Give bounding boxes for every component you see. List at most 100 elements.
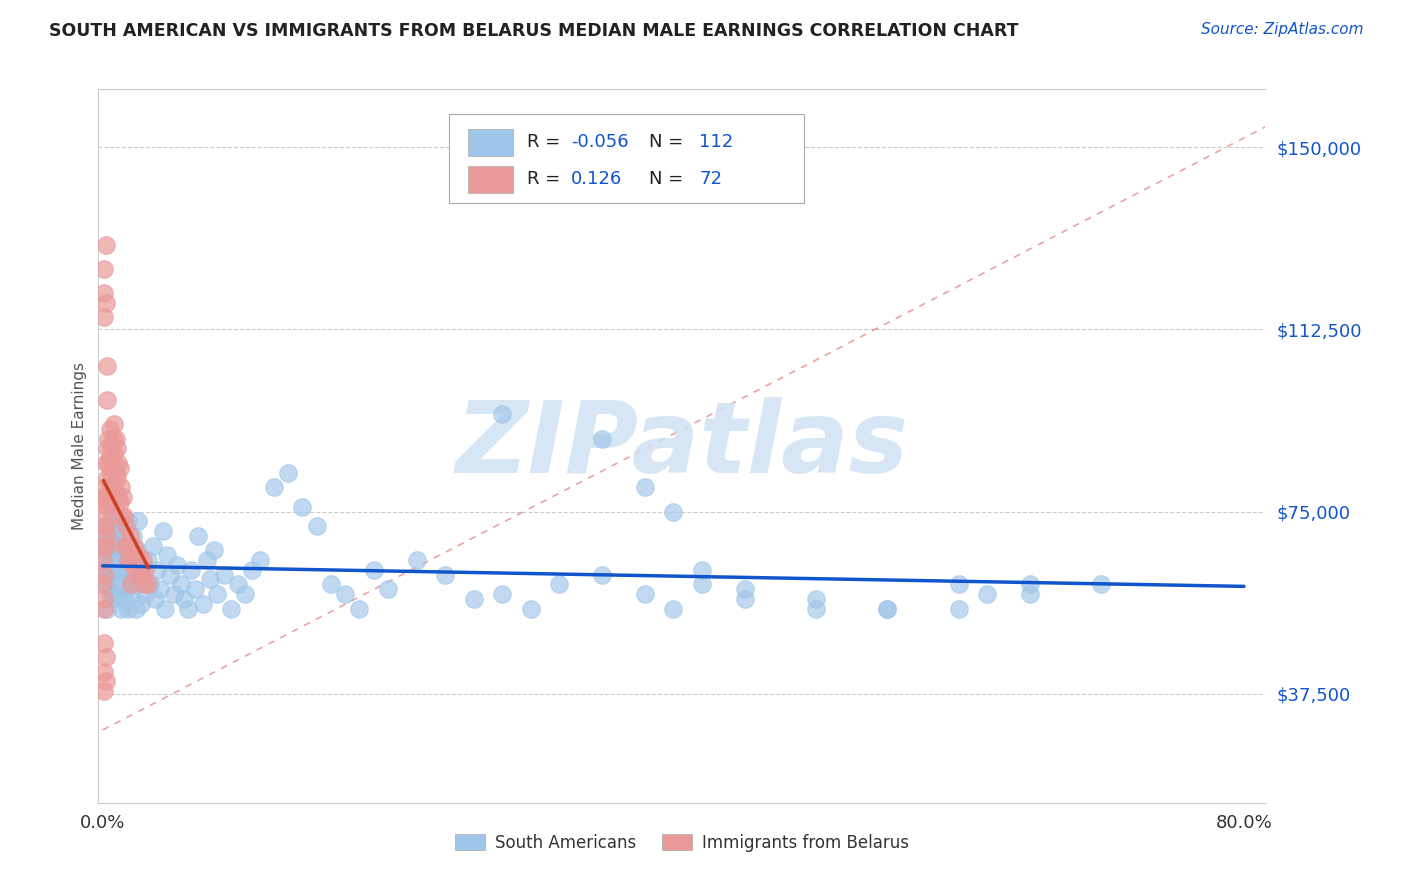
Point [100, 582, 122, 597]
Point [591, 567, 613, 582]
Point [101, 509, 124, 524]
Point [94, 237, 117, 252]
Point [111, 490, 134, 504]
Point [195, 553, 218, 567]
Point [98, 587, 121, 601]
Point [108, 553, 131, 567]
Point [96, 529, 118, 543]
Point [122, 558, 145, 572]
Point [114, 567, 136, 582]
Point [127, 577, 149, 591]
Point [104, 529, 127, 543]
Point [132, 577, 155, 591]
Point [93, 601, 115, 615]
Point [277, 466, 299, 480]
Point [98, 422, 121, 436]
Point [94, 480, 117, 494]
Point [107, 519, 129, 533]
Point [948, 577, 970, 591]
Point [93, 539, 115, 553]
Point [96, 500, 118, 514]
Point [108, 460, 131, 475]
Point [112, 539, 135, 553]
Point [131, 553, 153, 567]
Point [94, 650, 117, 665]
Point [134, 563, 156, 577]
Point [96, 470, 118, 484]
Point [97, 432, 120, 446]
Point [93, 635, 115, 649]
Point [226, 577, 249, 591]
FancyBboxPatch shape [449, 114, 804, 203]
Point [93, 539, 115, 553]
Point [129, 597, 152, 611]
Point [235, 587, 257, 601]
Point [125, 543, 148, 558]
Point [115, 539, 138, 553]
Text: 0.126: 0.126 [571, 170, 623, 188]
Point [101, 563, 124, 577]
Point [491, 408, 513, 422]
Text: R =: R = [527, 170, 565, 188]
Point [110, 480, 132, 494]
Point [93, 577, 115, 591]
Point [108, 577, 131, 591]
Point [159, 567, 181, 582]
Point [93, 310, 115, 325]
Point [166, 558, 188, 572]
Text: ZIPatlas: ZIPatlas [456, 398, 908, 494]
Point [97, 567, 120, 582]
Point [163, 587, 186, 601]
Legend: South Americans, Immigrants from Belarus: South Americans, Immigrants from Belarus [449, 828, 915, 859]
Point [170, 577, 193, 591]
Point [662, 504, 685, 518]
Point [96, 442, 118, 456]
Point [103, 591, 125, 606]
Point [104, 432, 127, 446]
Point [146, 563, 169, 577]
Point [804, 591, 827, 606]
Point [180, 563, 202, 577]
Point [187, 529, 209, 543]
Point [131, 567, 153, 582]
Point [249, 553, 271, 567]
Text: N =: N = [650, 134, 689, 152]
Point [94, 519, 117, 533]
Point [114, 553, 136, 567]
Point [120, 587, 142, 601]
Point [976, 587, 998, 601]
Point [121, 529, 143, 543]
Point [93, 684, 115, 698]
Text: -0.056: -0.056 [571, 134, 628, 152]
Point [519, 601, 541, 615]
Point [103, 480, 125, 494]
Point [734, 582, 756, 597]
Point [94, 539, 117, 553]
Point [94, 577, 117, 591]
Point [104, 548, 127, 562]
Point [93, 665, 115, 679]
Text: N =: N = [650, 170, 689, 188]
Point [100, 524, 122, 538]
Point [94, 295, 117, 310]
Y-axis label: Median Male Earnings: Median Male Earnings [72, 362, 87, 530]
Point [363, 563, 385, 577]
Point [263, 480, 285, 494]
Point [98, 553, 121, 567]
Point [120, 553, 142, 567]
Point [305, 519, 328, 533]
Point [138, 553, 160, 567]
Point [127, 548, 149, 562]
Point [184, 582, 207, 597]
Point [108, 495, 131, 509]
Point [319, 577, 342, 591]
Text: SOUTH AMERICAN VS IMMIGRANTS FROM BELARUS MEDIAN MALE EARNINGS CORRELATION CHART: SOUTH AMERICAN VS IMMIGRANTS FROM BELARU… [49, 22, 1019, 40]
Point [349, 601, 371, 615]
Point [548, 577, 571, 591]
Point [434, 567, 457, 582]
Point [1019, 577, 1042, 591]
Point [734, 591, 756, 606]
Point [101, 432, 124, 446]
Point [124, 567, 146, 582]
Point [112, 529, 135, 543]
